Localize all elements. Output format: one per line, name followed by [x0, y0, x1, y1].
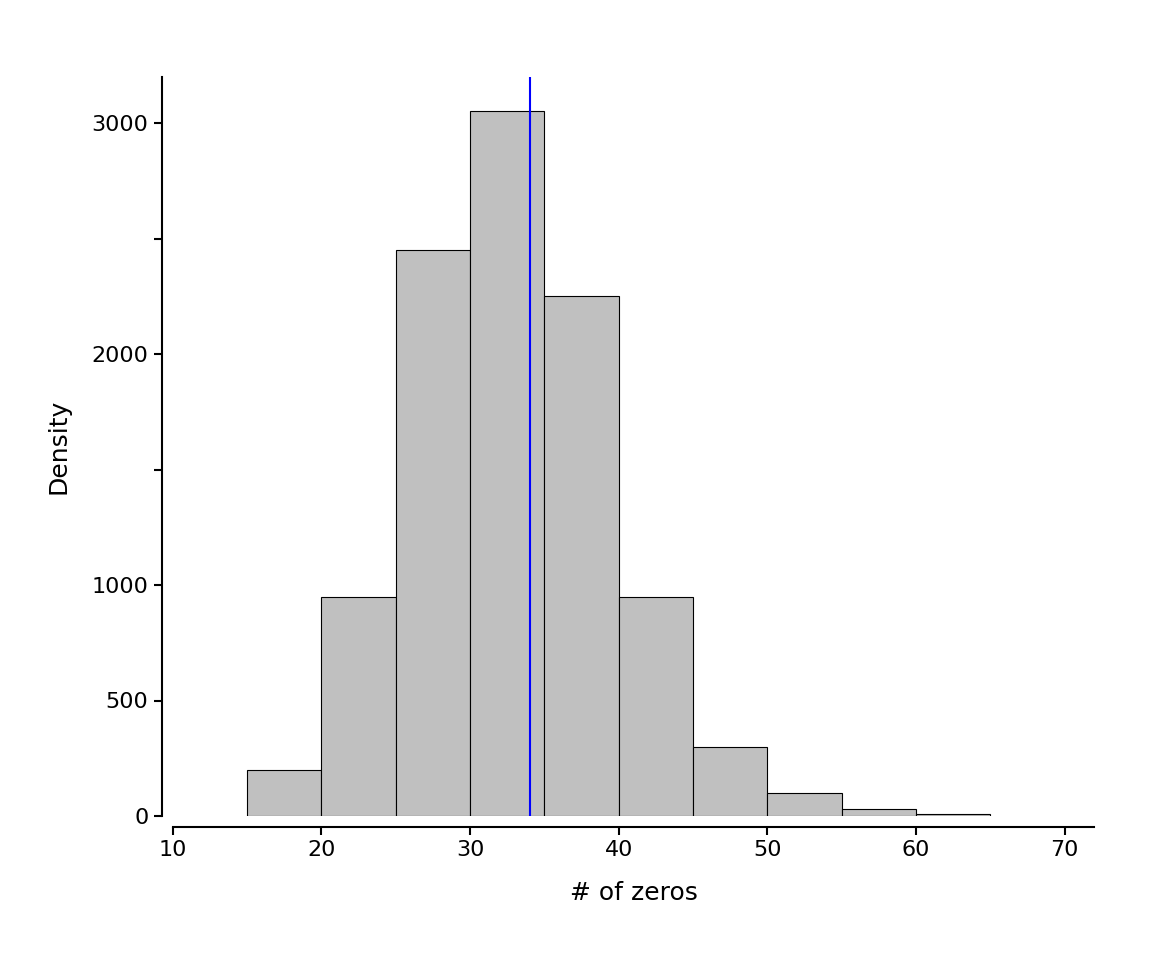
Bar	[694, 747, 767, 816]
Bar	[248, 770, 321, 816]
Bar	[545, 297, 619, 816]
X-axis label: # of zeros: # of zeros	[569, 881, 698, 905]
Bar	[619, 596, 694, 816]
Bar	[842, 809, 916, 816]
Bar	[767, 793, 842, 816]
Bar	[396, 250, 470, 816]
Bar	[470, 111, 545, 816]
Bar	[321, 596, 396, 816]
Y-axis label: Density: Density	[47, 398, 70, 494]
Bar	[916, 814, 991, 816]
